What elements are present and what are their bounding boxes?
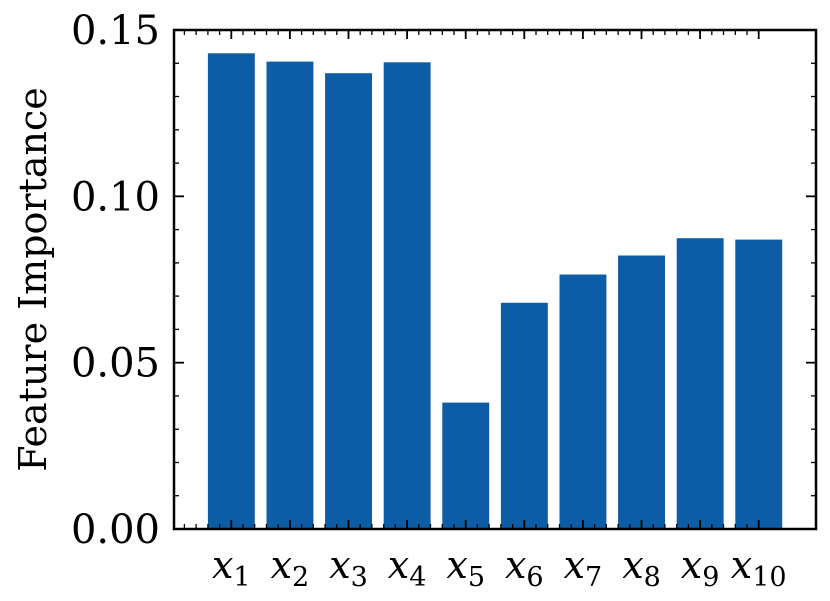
- bar-1: [207, 53, 255, 530]
- x-tick-label-5: x5: [446, 543, 485, 593]
- y-axis-label: Feature Importance: [11, 87, 55, 472]
- x-tick-label-6: x6: [505, 543, 544, 593]
- y-tick-label-3: 0.10: [71, 174, 160, 220]
- bar-9: [676, 238, 724, 529]
- bars-group: [183, 30, 783, 530]
- y-tick-label-4: 0.15: [71, 8, 160, 54]
- bar-4: [383, 62, 431, 530]
- bar-7: [559, 274, 607, 529]
- x-tick-label-1: x1: [212, 543, 251, 593]
- y-tick-label-1: 0.00: [71, 507, 160, 553]
- x-tick-label-2: x2: [271, 543, 310, 593]
- bar-5: [442, 402, 490, 529]
- bar-6: [500, 302, 548, 529]
- bar-10: [735, 239, 783, 529]
- x-tick-label-8: x8: [622, 543, 661, 593]
- plot-frame: [172, 28, 818, 531]
- y-tick-label-2: 0.05: [71, 341, 160, 387]
- y-ticks-group: 0.00 0.05 0.10 0.15: [71, 8, 816, 553]
- x-tick-label-7: x7: [564, 543, 603, 593]
- bar-8: [618, 255, 665, 529]
- x-tick-label-4: x4: [388, 543, 427, 593]
- bar-3: [325, 73, 372, 529]
- x-tick-label-3: x3: [329, 543, 368, 593]
- x-tick-label-10: x10: [731, 543, 787, 593]
- x-tick-labels-group: x1 x2 x3 x4 x5 x6 x7 x8 x9 x10: [212, 543, 787, 593]
- x-tick-label-9: x9: [681, 543, 720, 593]
- bar-2: [266, 61, 314, 529]
